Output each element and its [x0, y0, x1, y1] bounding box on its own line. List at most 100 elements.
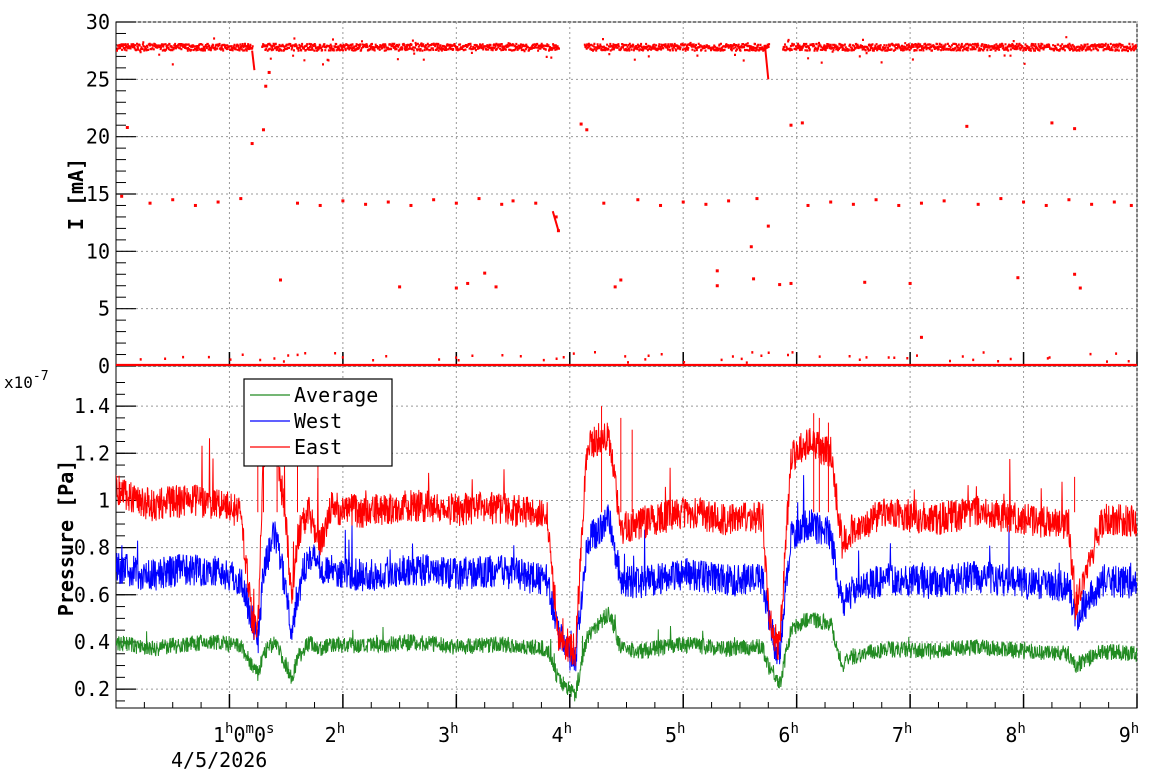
x-tick-label-2: 2h	[325, 721, 345, 747]
legend-label-average: Average	[294, 383, 378, 407]
current-point	[897, 203, 901, 207]
current-point	[1073, 272, 1077, 276]
pressure-y-tick-label: 1.4	[74, 394, 110, 418]
current-point	[318, 203, 322, 207]
current-ramp	[763, 44, 770, 80]
pressure-series-lines	[116, 406, 1137, 702]
current-point	[619, 278, 623, 282]
current-point	[1073, 127, 1077, 131]
current-point	[261, 128, 265, 132]
x-tick-label-9: 9h	[1119, 721, 1139, 747]
pressure-exponent-label: x10-7	[4, 369, 49, 392]
current-ramp	[551, 210, 560, 231]
current-point	[1044, 203, 1048, 207]
current-point	[789, 281, 793, 285]
legend: Average West East	[243, 378, 393, 467]
current-point	[908, 281, 912, 285]
current-point	[554, 215, 558, 219]
pressure-y-tick-label: 1.2	[74, 441, 110, 465]
current-point	[477, 197, 481, 201]
current-point	[386, 200, 390, 204]
current-point	[432, 198, 436, 202]
current-point	[125, 125, 129, 129]
current-point	[398, 285, 402, 289]
x-axis-date-label: 4/5/2026	[171, 748, 267, 772]
current-point	[1078, 286, 1082, 290]
x-tick-first-hour: 1	[213, 723, 225, 747]
current-point	[919, 201, 923, 205]
x-tick-label-7: 7h	[892, 721, 912, 747]
current-y-tick-label: 30	[86, 10, 110, 34]
current-point	[148, 201, 152, 205]
pressure-line-east	[116, 411, 1137, 667]
pressure-line-west	[116, 475, 1137, 672]
current-beam-band	[116, 36, 1137, 66]
current-point	[120, 194, 124, 198]
current-point	[715, 284, 719, 288]
current-point	[466, 281, 470, 285]
legend-box	[243, 378, 393, 467]
current-point	[239, 197, 243, 201]
current-point	[267, 70, 271, 74]
current-point	[579, 122, 583, 126]
current-point	[454, 286, 458, 290]
current-point	[341, 199, 345, 203]
current-point	[483, 271, 487, 275]
current-point	[766, 224, 770, 228]
current-y-tick-label: 5	[98, 297, 110, 321]
pressure-y-tick-label: 1	[98, 488, 110, 512]
current-point	[1129, 203, 1133, 207]
current-point	[1067, 198, 1071, 202]
current-point	[851, 202, 855, 206]
current-y-tick-label: 0	[98, 354, 110, 378]
current-point	[250, 142, 254, 146]
pressure-exponent-power: -7	[33, 369, 49, 384]
current-point	[715, 269, 719, 273]
current-y-tick-label: 15	[86, 182, 110, 206]
current-point	[278, 278, 282, 282]
current-point	[494, 285, 498, 289]
current-point	[585, 128, 589, 132]
current-point	[1022, 200, 1026, 204]
x-tick-first-min: 0	[233, 723, 245, 747]
current-point	[863, 280, 867, 284]
pressure-y-tick-label: 0.6	[74, 583, 110, 607]
current-point	[800, 121, 804, 125]
current-y-axis-title: I [mA]	[64, 158, 88, 230]
current-point	[500, 202, 504, 206]
pressure-y-tick-label: 0.2	[74, 677, 110, 701]
x-tick-label-3: 3h	[438, 721, 458, 747]
current-point	[755, 197, 759, 201]
current-point	[874, 198, 878, 202]
current-point	[409, 203, 413, 207]
current-point	[829, 200, 833, 204]
current-point	[789, 123, 793, 127]
current-point	[806, 203, 810, 207]
current-series-bands	[116, 36, 1137, 366]
pressure-y-tick-label: 0.4	[74, 630, 110, 654]
current-y-tick-label: 25	[86, 67, 110, 91]
legend-label-west: West	[294, 409, 342, 433]
x-tick-first-sec: 0	[254, 723, 266, 747]
current-point	[659, 203, 663, 207]
current-point	[264, 84, 268, 88]
legend-label-east: East	[294, 435, 342, 459]
current-point	[1112, 200, 1116, 204]
current-point	[511, 199, 515, 203]
current-point	[364, 202, 368, 206]
x-tick-label-8: 8h	[1005, 721, 1025, 747]
current-point	[613, 285, 617, 289]
x-tick-label-5: 5h	[665, 721, 685, 747]
current-point	[778, 283, 782, 287]
current-point	[704, 202, 708, 206]
pressure-exponent-base: x10	[4, 373, 33, 392]
pressure-line-average	[116, 606, 1137, 702]
current-y-tick-label: 20	[86, 125, 110, 149]
current-point	[999, 197, 1003, 201]
current-point	[1050, 121, 1054, 125]
current-point	[193, 203, 197, 207]
current-point	[749, 245, 753, 249]
current-point	[216, 200, 220, 204]
x-tick-label-4: 4h	[552, 721, 572, 747]
